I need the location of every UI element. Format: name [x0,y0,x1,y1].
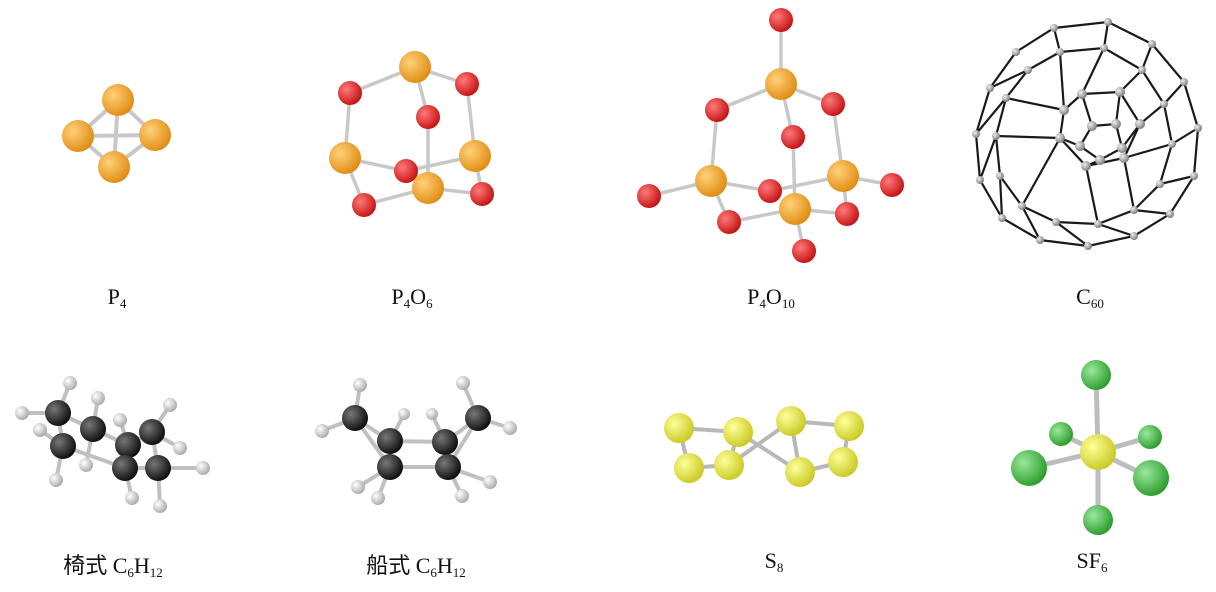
p4o10-model [637,8,904,263]
chair-cyclohexane-model [15,376,210,513]
label-boat-c6h12: 船式 C6H12 [366,553,466,580]
p4o6-model [329,51,494,217]
s8-model [664,406,864,487]
label-c60: C60 [1076,284,1104,311]
label-s8: S8 [764,548,784,575]
c60-model [972,18,1202,250]
sf6-model [1011,360,1169,535]
label-p4: P4 [107,284,127,311]
label-sf6: SF6 [1076,548,1108,575]
label-chair-c6h12: 椅式 C6H12 [63,553,163,580]
label-p4o6: P4O6 [391,284,433,311]
boat-cyclohexane-model [315,376,517,505]
p4-model [62,84,171,183]
label-p4o10: P4O10 [747,284,795,311]
